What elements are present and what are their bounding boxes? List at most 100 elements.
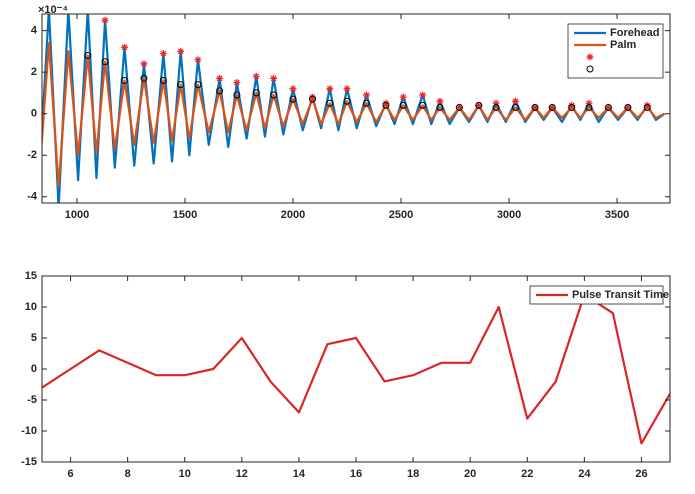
circle-marker — [270, 91, 278, 99]
circle-marker — [140, 74, 148, 82]
circle-marker — [624, 103, 632, 111]
x-tick-label: 20 — [464, 468, 476, 480]
circle-marker — [399, 101, 407, 109]
plot-content — [42, 14, 666, 203]
y-tick-label: 10 — [25, 301, 37, 313]
circle-marker — [604, 103, 612, 111]
x-tick-label: 24 — [578, 468, 591, 480]
circle-marker — [121, 76, 129, 84]
circle-marker — [177, 81, 185, 89]
star-marker — [289, 85, 297, 93]
star-marker — [233, 79, 241, 87]
circle-marker — [84, 52, 92, 60]
star-marker — [624, 103, 632, 111]
y-tick-label: 2 — [31, 66, 37, 78]
y-tick-label: -2 — [27, 149, 37, 161]
y-tick-label: -4 — [27, 191, 38, 203]
star-marker — [177, 47, 185, 55]
y-tick-label: 0 — [31, 108, 37, 120]
plot-area — [42, 276, 670, 462]
circle-marker — [455, 103, 463, 111]
star-marker — [326, 85, 334, 93]
y-tick-label: 4 — [31, 25, 38, 37]
y-tick-label: -5 — [27, 394, 37, 406]
circle-marker — [475, 101, 483, 109]
x-tick-label: 1500 — [173, 209, 197, 221]
x-tick-label: 14 — [293, 468, 306, 480]
x-tick-label: 8 — [125, 468, 131, 480]
circle-marker — [531, 103, 539, 111]
legend-box — [529, 285, 664, 305]
y-tick-label: -15 — [21, 456, 37, 468]
star-marker — [159, 49, 167, 57]
star-marker — [512, 97, 520, 105]
x-tick-label: 2500 — [389, 209, 413, 221]
star-marker — [343, 85, 351, 93]
circle-marker — [436, 103, 444, 111]
y-tick-label: -10 — [21, 425, 37, 437]
circle-marker — [512, 103, 520, 111]
circle-marker — [101, 58, 109, 66]
star-marker — [492, 99, 500, 107]
series-line — [42, 14, 666, 203]
star-marker — [252, 72, 260, 80]
star-marker — [270, 74, 278, 82]
star-marker — [436, 97, 444, 105]
plot-area — [42, 14, 670, 203]
y-tick-label: 0 — [31, 363, 37, 375]
star-marker — [362, 91, 370, 99]
circle-marker — [382, 101, 390, 109]
circle-marker — [159, 76, 167, 84]
star-marker — [121, 43, 129, 51]
star-marker — [568, 101, 576, 109]
x-tick-label: 10 — [179, 468, 191, 480]
star-marker — [604, 103, 612, 111]
circle-marker — [585, 103, 593, 111]
star-marker — [475, 101, 483, 109]
circle-marker — [492, 103, 500, 111]
star-marker — [548, 103, 556, 111]
legend-label: Pulse Transit Time — [572, 289, 669, 301]
star-marker — [216, 74, 224, 82]
star-marker — [585, 99, 593, 107]
star-marker — [140, 60, 148, 68]
axes-box — [41, 13, 671, 204]
star-marker — [531, 103, 539, 111]
star-marker — [101, 16, 109, 24]
circle-marker — [419, 101, 427, 109]
y-tick-label: 5 — [31, 332, 37, 344]
series-line — [42, 41, 666, 188]
circle-marker — [216, 87, 224, 95]
circle-marker — [194, 81, 202, 89]
y-exponent: ×10⁻⁴ — [38, 4, 68, 16]
circle-marker — [233, 91, 241, 99]
star-marker — [419, 91, 427, 99]
x-tick-label: 18 — [407, 468, 419, 480]
x-tick-label: 2000 — [281, 209, 305, 221]
circle-marker — [326, 99, 334, 107]
x-tick-label: 3000 — [497, 209, 521, 221]
star-marker — [455, 103, 463, 111]
y-tick-label: 15 — [25, 270, 37, 282]
x-tick-label: 22 — [521, 468, 533, 480]
circle-marker — [308, 95, 316, 103]
circle-marker — [362, 99, 370, 107]
star-marker — [399, 93, 407, 101]
series-line — [42, 293, 670, 445]
circle-marker — [289, 95, 297, 103]
legend-label: Forehead — [610, 27, 660, 39]
circle-marker — [343, 97, 351, 105]
circle-marker — [643, 103, 651, 111]
star-marker — [643, 101, 651, 109]
star-marker — [308, 93, 316, 101]
circle-marker — [252, 89, 260, 97]
star-marker — [194, 56, 202, 64]
plot-content — [42, 293, 670, 445]
x-tick-label: 1000 — [65, 209, 89, 221]
star-marker — [586, 53, 594, 61]
circle-marker — [548, 103, 556, 111]
x-tick-label: 3500 — [605, 209, 629, 221]
x-tick-label: 16 — [350, 468, 362, 480]
circle-marker — [586, 65, 594, 73]
